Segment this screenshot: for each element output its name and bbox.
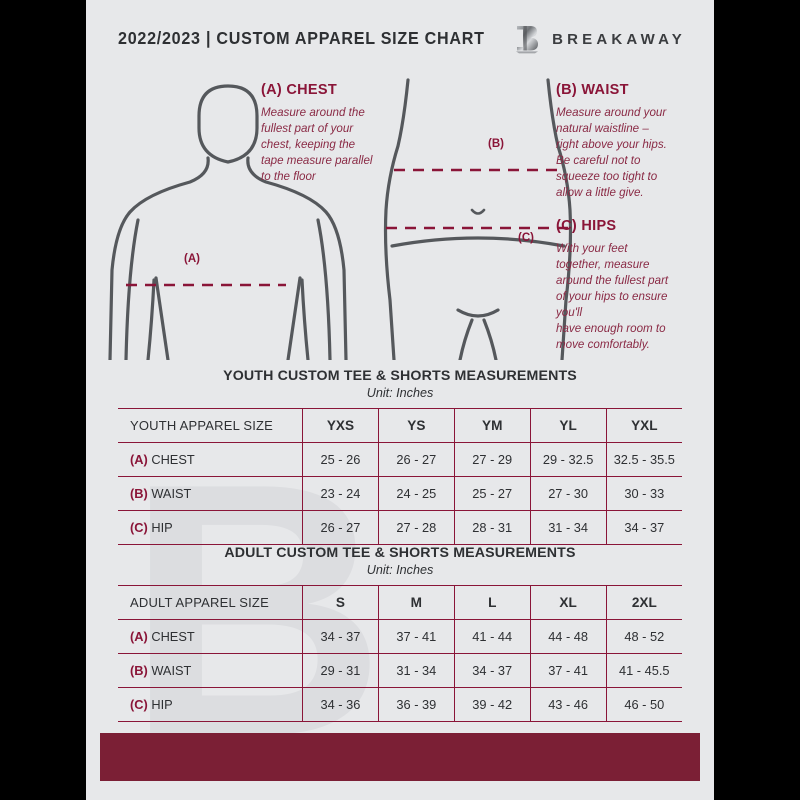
youth-cell-0-0: 25 - 26 [302,442,379,477]
adult-cell-1-1: 31 - 34 [378,653,455,688]
hips-measurement-marker: (C) [518,232,534,244]
youth-row-0-tag: (A) [130,452,148,467]
adult-cell-1-3: 37 - 41 [530,653,607,688]
adult-col-3: XL [530,585,607,620]
youth-row-0-name: CHEST [151,452,195,467]
adult-col-4: 2XL [606,585,682,620]
youth-col-2: YM [454,408,531,443]
page-header: 2022/2023 | CUSTOM APPAREL SIZE CHART [86,0,714,72]
youth-cell-2-2: 28 - 31 [454,510,531,545]
measurement-figures: (A) (B) (C) (A) CHEST Measure around the… [86,70,714,360]
adult-cell-1-4: 41 - 45.5 [606,653,682,688]
adult-section: ADULT CUSTOM TEE & SHORTS MEASUREMENTS U… [118,545,682,722]
youth-cell-1-1: 24 - 25 [378,476,455,511]
adult-cell-2-3: 43 - 46 [530,687,607,722]
table-row: (A) CHEST 34 - 37 37 - 41 41 - 44 44 - 4… [118,619,682,654]
youth-row-1-tag: (B) [130,486,148,501]
youth-row-1-label: (B) WAIST [118,476,303,511]
youth-cell-0-4: 32.5 - 35.5 [606,442,682,477]
chest-measurement-marker: (A) [184,253,200,265]
brand-lockup: BREAKAWAY [514,24,686,54]
youth-col-0: YXS [302,408,379,443]
adult-cell-2-4: 46 - 50 [606,687,682,722]
waist-measurement-marker: (B) [488,138,504,150]
youth-cell-2-3: 31 - 34 [530,510,607,545]
note-chest: (A) CHEST Measure around the fullest par… [261,82,411,185]
adult-row-2-name: HIP [151,697,173,712]
youth-col-4: YXL [606,408,682,443]
adult-cell-2-2: 39 - 42 [454,687,531,722]
table-header-row: YOUTH APPAREL SIZE YXS YS YM YL YXL [118,408,682,443]
youth-cell-2-1: 27 - 28 [378,510,455,545]
adult-cell-0-1: 37 - 41 [378,619,455,654]
youth-section: YOUTH CUSTOM TEE & SHORTS MEASUREMENTS U… [118,368,682,545]
adult-section-unit: Unit: Inches [366,563,434,577]
youth-section-unit: Unit: Inches [366,386,434,400]
adult-cell-0-4: 48 - 52 [606,619,682,654]
adult-row-0-label: (A) CHEST [118,619,303,654]
table-row: (B) WAIST 23 - 24 24 - 25 25 - 27 27 - 3… [118,476,682,511]
youth-cell-1-3: 27 - 30 [530,476,607,511]
youth-size-table: YOUTH APPAREL SIZE YXS YS YM YL YXL (A) … [118,408,682,545]
youth-cell-1-0: 23 - 24 [302,476,379,511]
adult-cell-1-0: 29 - 31 [302,653,379,688]
adult-col-1: M [378,585,455,620]
youth-col-3: YL [530,408,607,443]
youth-cell-1-4: 30 - 33 [606,476,682,511]
table-row: (B) WAIST 29 - 31 31 - 34 34 - 37 37 - 4… [118,653,682,688]
youth-cell-0-2: 27 - 29 [454,442,531,477]
table-row: (C) HIP 34 - 36 36 - 39 39 - 42 43 - 46 … [118,687,682,722]
youth-row-0-label: (A) CHEST [118,442,303,477]
size-chart-page: B 2022/2023 | CUSTOM APPAREL SIZE CHART [86,0,714,800]
table-header-row: ADULT APPAREL SIZE S M L XL 2XL [118,585,682,620]
adult-cell-0-2: 41 - 44 [454,619,531,654]
youth-row-2-label: (C) HIP [118,510,303,545]
note-waist-title: (B) WAIST [556,82,629,98]
adult-row-0-name: CHEST [151,629,195,644]
youth-cell-0-3: 29 - 32.5 [530,442,607,477]
footer-banner-bar [100,733,700,781]
page-title: 2022/2023 | CUSTOM APPAREL SIZE CHART [118,28,485,48]
youth-cell-1-2: 25 - 27 [454,476,531,511]
note-waist-body: Measure around your natural waistline – … [556,106,667,199]
adult-col-0: S [302,585,379,620]
breakaway-b-logo-icon [514,24,540,54]
adult-section-title: ADULT CUSTOM TEE & SHORTS MEASUREMENTS [224,545,576,561]
table-row: (A) CHEST 25 - 26 26 - 27 27 - 29 29 - 3… [118,442,682,477]
brand-name: BREAKAWAY [552,30,686,48]
adult-col-2: L [454,585,531,620]
youth-row-2-name: HIP [151,520,173,535]
youth-header-label: YOUTH APPAREL SIZE [118,408,303,443]
adult-row-1-name: WAIST [151,663,192,678]
adult-cell-2-1: 36 - 39 [378,687,455,722]
adult-size-table: ADULT APPAREL SIZE S M L XL 2XL (A) CHES… [118,585,682,722]
adult-row-2-label: (C) HIP [118,687,303,722]
youth-cell-0-1: 26 - 27 [378,442,455,477]
adult-cell-0-3: 44 - 48 [530,619,607,654]
youth-row-2-tag: (C) [130,520,148,535]
youth-row-1-name: WAIST [151,486,192,501]
youth-section-title: YOUTH CUSTOM TEE & SHORTS MEASUREMENTS [223,368,577,384]
note-hips-title: (C) HIPS [556,218,617,234]
adult-cell-1-2: 34 - 37 [454,653,531,688]
note-hips: (C) HIPS With your feet together, measur… [556,218,706,353]
youth-col-1: YS [378,408,455,443]
note-chest-title: (A) CHEST [261,82,337,98]
adult-row-2-tag: (C) [130,697,148,712]
youth-cell-2-4: 34 - 37 [606,510,682,545]
note-waist: (B) WAIST Measure around your natural wa… [556,82,702,201]
youth-cell-2-0: 26 - 27 [302,510,379,545]
adult-row-0-tag: (A) [130,629,148,644]
adult-row-1-tag: (B) [130,663,148,678]
adult-cell-0-0: 34 - 37 [302,619,379,654]
note-hips-body: With your feet together, measure around … [556,242,669,351]
note-chest-body: Measure around the fullest part of your … [261,106,373,183]
adult-row-1-label: (B) WAIST [118,653,303,688]
adult-header-label: ADULT APPAREL SIZE [118,585,303,620]
adult-cell-2-0: 34 - 36 [302,687,379,722]
table-row: (C) HIP 26 - 27 27 - 28 28 - 31 31 - 34 … [118,510,682,545]
figure-illustrations [108,78,573,360]
